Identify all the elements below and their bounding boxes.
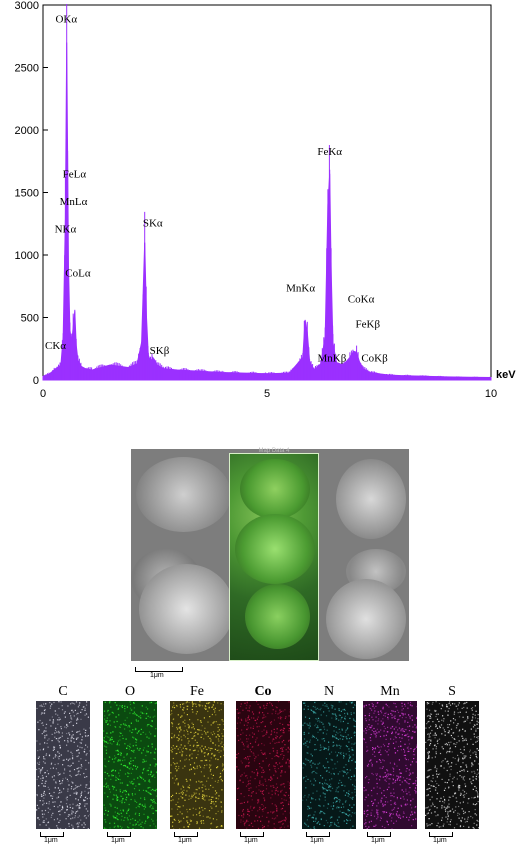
peak-label: CKα	[45, 340, 66, 352]
map-scale-label: 1μm	[310, 837, 324, 844]
map-title-co: Co	[254, 684, 272, 699]
peak-label: MnLα	[60, 196, 88, 208]
peak-label: FeKβ	[356, 319, 381, 331]
map-scale-bar	[367, 832, 391, 837]
map-scale-bar	[306, 832, 330, 837]
sem-particle	[245, 584, 310, 649]
sem-particle	[136, 457, 231, 532]
map-scale-label: 1μm	[178, 837, 192, 844]
x-tick-label: 5	[264, 388, 270, 400]
map-scale-label: 1μm	[244, 837, 258, 844]
plot-frame	[42, 4, 492, 381]
y-tick-label: 2500	[15, 63, 39, 75]
peak-label: FeLα	[63, 169, 87, 181]
map-title-c: C	[58, 684, 68, 699]
y-tick-label: 0	[33, 375, 39, 387]
map-title-o: O	[124, 684, 136, 699]
element-map-o	[103, 701, 157, 829]
sem-particle	[326, 579, 406, 659]
element-map-c	[36, 701, 90, 829]
map-dots	[36, 701, 90, 829]
map-title-s: S	[448, 684, 456, 699]
y-tick-label: 500	[21, 313, 39, 325]
eds-spectrum-chart: 0 500 1000 1500 2000 2500 3000 0 5 10 OKα FeLα MnL…	[15, 0, 517, 400]
y-tick-label: 1000	[15, 250, 39, 262]
spectrum-series	[42, 4, 492, 381]
sem-particle	[240, 459, 310, 519]
element-map-co	[236, 701, 290, 829]
peak-label: CoKα	[348, 294, 375, 306]
element-map-n	[302, 701, 356, 829]
map-dots	[103, 701, 157, 829]
map-overlay-label: Map Data 4	[258, 448, 290, 454]
map-scale-label: 1μm	[433, 837, 447, 844]
peak-label: MnKα	[286, 282, 315, 294]
map-title-mn: Mn	[380, 684, 400, 699]
map-scale-label: 1μm	[371, 837, 385, 844]
peak-label: MnKβ	[318, 352, 347, 364]
map-scale-bar	[429, 832, 453, 837]
sem-scale-label: 1μm	[150, 672, 164, 679]
peak-label: SKβ	[150, 345, 170, 357]
x-axis-unit-label: keV	[496, 369, 516, 381]
peak-label: OKα	[55, 14, 77, 26]
map-title-fe: Fe	[190, 684, 204, 699]
x-tick-label: 0	[40, 388, 46, 400]
map-scale-bar	[40, 832, 64, 837]
element-map-s	[425, 701, 479, 829]
x-tick-label: 10	[485, 388, 497, 400]
element-map-fe	[170, 701, 224, 829]
map-title-n: N	[323, 684, 335, 699]
peak-label: NKα	[55, 224, 77, 236]
peak-label: CoKβ	[361, 352, 388, 364]
map-overlay-region	[229, 453, 319, 661]
sem-scale-bar	[135, 667, 183, 672]
y-tick-label: 2000	[15, 125, 39, 137]
map-scale-label: 1μm	[111, 837, 125, 844]
peak-label: CoLα	[65, 267, 91, 279]
y-tick-label: 3000	[15, 0, 39, 12]
map-scale-bar	[107, 832, 131, 837]
map-scale-label: 1μm	[44, 837, 58, 844]
peak-annotations: OKα FeLα MnLα NKα CoLα CKα SKα SKβ MnKα FeKα MnKβ C…	[45, 14, 388, 365]
element-map-mn	[363, 701, 417, 829]
map-dots	[236, 701, 290, 829]
map-scale-bar	[174, 832, 198, 837]
map-dots	[425, 701, 479, 829]
sem-particle	[336, 459, 406, 539]
peak-label: FeKα	[317, 146, 342, 158]
y-tick-label: 1500	[15, 188, 39, 200]
map-dots	[302, 701, 356, 829]
peak-label: SKα	[143, 217, 163, 229]
map-scale-bar	[240, 832, 264, 837]
spectrum-area	[42, 42, 492, 381]
sem-particle	[235, 514, 315, 584]
sem-particle	[139, 564, 234, 654]
map-dots	[363, 701, 417, 829]
y-axis: 0 500 1000 1500 2000 2500 3000	[15, 0, 48, 387]
map-dots	[170, 701, 224, 829]
